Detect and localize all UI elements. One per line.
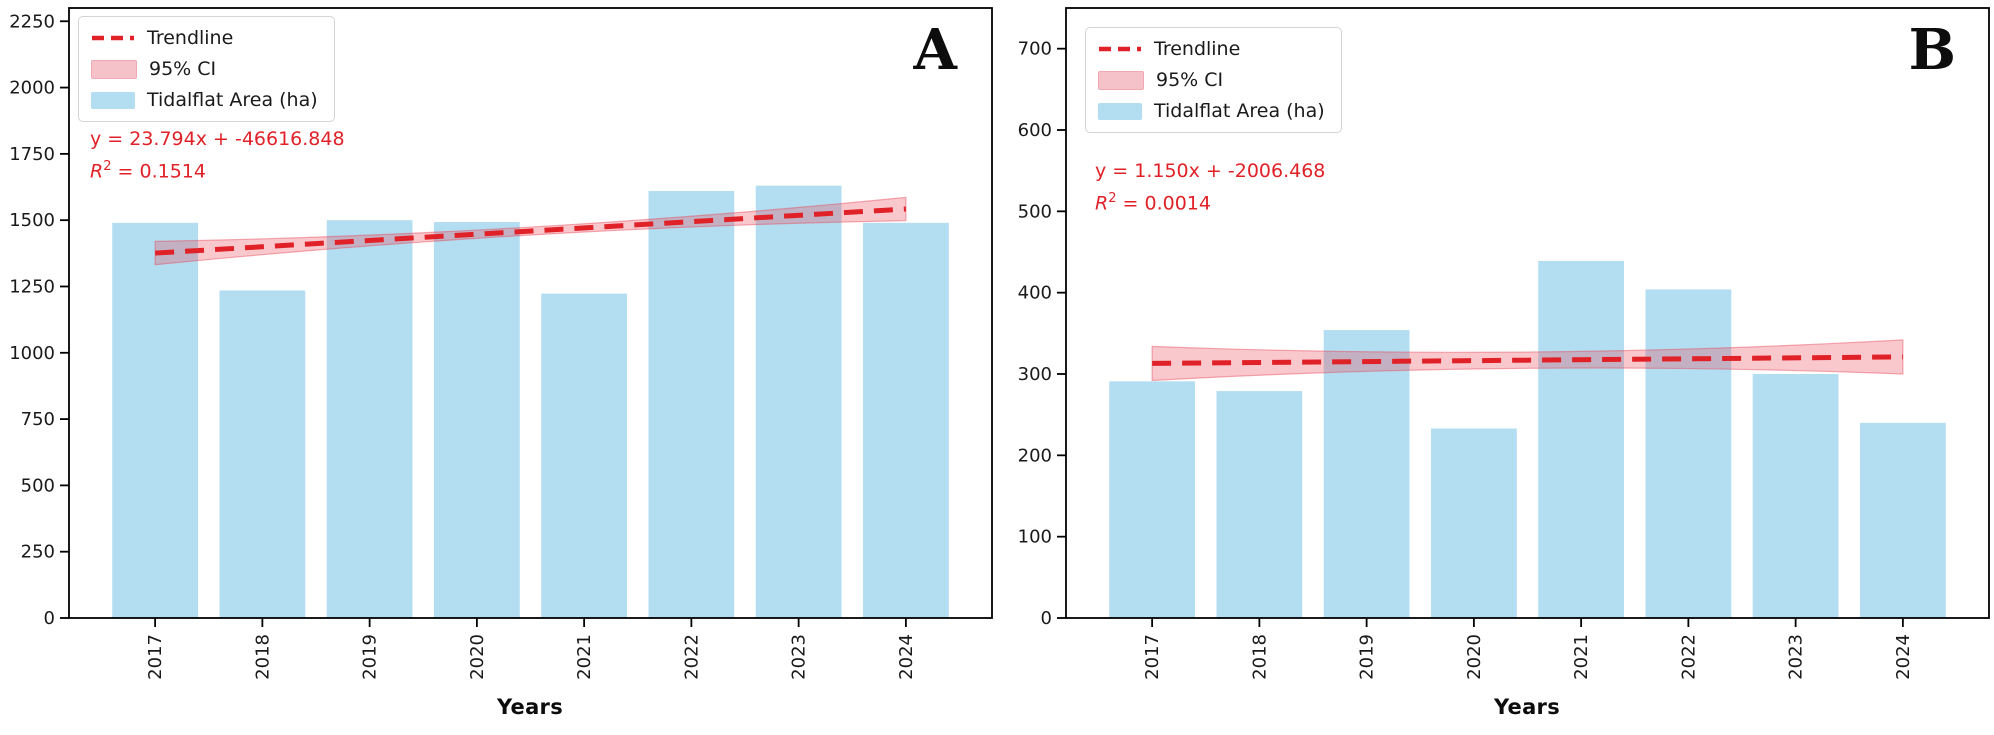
legend-label-trendline: Trendline (147, 27, 234, 49)
plot-border (1065, 7, 1990, 619)
y-tick-label: 600 (1018, 120, 1052, 141)
legend-item-ci: 95% CI (91, 58, 318, 80)
x-tick-label: 2023 (789, 634, 810, 680)
legend-item-ci: 95% CI (1098, 69, 1325, 91)
y-tick-label: 2250 (9, 11, 55, 32)
equation-a-line2: R2 = 0.1514 (90, 159, 206, 183)
legend-label-ci: 95% CI (1156, 69, 1224, 91)
equation-b-line2: R2 = 0.0014 (1095, 191, 1211, 215)
equation-b: y = 1.150x + -2006.468 R2 = 0.0014 (1095, 158, 1325, 217)
bar-2023 (1752, 374, 1839, 618)
bar-2018 (1216, 391, 1303, 618)
panel-letter-b: B (1908, 17, 1956, 83)
legend-label-area: Tidalflat Area (ha) (1154, 100, 1325, 122)
x-tick-label: 2018 (1249, 634, 1270, 680)
trendline-dash-swatch (1099, 46, 1141, 52)
panel-b: 0 100 200 300 400 500 600 700 2017 2018 2019 2020 20… (997, 0, 1994, 735)
chart-a-plot: 0 250 500 750 1000 1250 1500 1750 2000 2250 2017 20… (9, 7, 993, 680)
bar-2017 (112, 222, 199, 618)
y-tick-label: 250 (21, 542, 55, 563)
equation-a-line1: y = 23.794x + -46616.848 (90, 128, 345, 150)
legend-item-area: Tidalflat Area (ha) (91, 89, 318, 111)
trendline (1152, 354, 1903, 366)
x-tick-label: 2020 (467, 634, 488, 680)
legend-a: Trendline 95% CI Tidalflat Area (ha) (78, 16, 335, 122)
bar-2017 (1109, 381, 1196, 618)
trendline (154, 206, 907, 256)
ci-patch-swatch (91, 59, 137, 79)
bar-patch-swatch (1098, 102, 1142, 120)
x-tick-label: 2022 (1678, 634, 1699, 680)
x-tick-label: 2020 (1464, 634, 1485, 680)
xlabel-b: Years (1493, 695, 1561, 719)
equation-b-line1: y = 1.150x + -2006.468 (1095, 160, 1326, 182)
y-tick-label: 200 (1018, 445, 1052, 466)
x-tick-label: 2021 (574, 634, 595, 680)
legend-item-trendline: Trendline (1098, 38, 1325, 60)
y-tick-label: 1750 (9, 144, 55, 165)
equation-a: y = 23.794x + -46616.848 R2 = 0.1514 (90, 126, 345, 185)
bar-2024 (1859, 422, 1946, 618)
legend-item-area: Tidalflat Area (ha) (1098, 100, 1325, 122)
bar-2020 (1430, 428, 1517, 618)
y-tick-label: 0 (44, 608, 55, 629)
bar-2021 (1538, 260, 1625, 618)
x-tick-label: 2017 (145, 634, 166, 680)
xlabel-a: Years (496, 695, 564, 719)
legend-label-area: Tidalflat Area (ha) (147, 89, 318, 111)
y-tick-label: 0 (1041, 608, 1052, 629)
y-tick-label: 2000 (9, 78, 55, 99)
bar-2018 (219, 290, 306, 618)
x-tick-label: 2022 (681, 634, 702, 680)
y-tick-label: 750 (21, 409, 55, 430)
bar-2020 (433, 222, 520, 618)
x-tick-label: 2024 (1893, 634, 1914, 680)
bar-2022 (648, 191, 735, 618)
x-tick-label: 2019 (360, 634, 381, 680)
y-tick-label: 400 (1018, 283, 1052, 304)
y-tick-label: 100 (1018, 527, 1052, 548)
bar-patch-swatch (91, 91, 135, 109)
legend-b: Trendline 95% CI Tidalflat Area (ha) (1085, 27, 1342, 133)
x-tick-label: 2017 (1142, 634, 1163, 680)
bar-2023 (755, 185, 842, 618)
legend-item-trendline: Trendline (91, 27, 318, 49)
x-tick-label: 2024 (896, 634, 917, 680)
bar-2021 (541, 293, 628, 618)
y-tick-label: 500 (21, 475, 55, 496)
y-tick-label: 1250 (9, 276, 55, 297)
bar-2019 (326, 220, 413, 618)
x-tick-label: 2018 (252, 634, 273, 680)
ci-patch-swatch (1098, 70, 1144, 90)
x-tick-label: 2019 (1357, 634, 1378, 680)
legend-label-trendline: Trendline (1154, 38, 1241, 60)
bar-2022 (1645, 289, 1732, 618)
legend-label-ci: 95% CI (149, 58, 217, 80)
y-tick-label: 500 (1018, 201, 1052, 222)
panel-a: 0 250 500 750 1000 1250 1500 1750 2000 2250 2017 20… (9, 7, 993, 719)
bar-2024 (862, 222, 949, 618)
trendline-dash-swatch (92, 35, 134, 41)
y-tick-label: 1500 (9, 210, 55, 231)
y-tick-label: 300 (1018, 364, 1052, 385)
y-tick-label: 700 (1018, 39, 1052, 60)
x-tick-label: 2023 (1786, 634, 1807, 680)
y-tick-label: 1000 (9, 343, 55, 364)
x-tick-label: 2021 (1571, 634, 1592, 680)
panel-letter-a: A (913, 17, 957, 83)
chart-b-plot: 0 100 200 300 400 500 600 700 2017 2018 2019 2020 20… (1018, 7, 1990, 680)
bar-2019 (1323, 330, 1410, 618)
plot-border (68, 7, 993, 619)
